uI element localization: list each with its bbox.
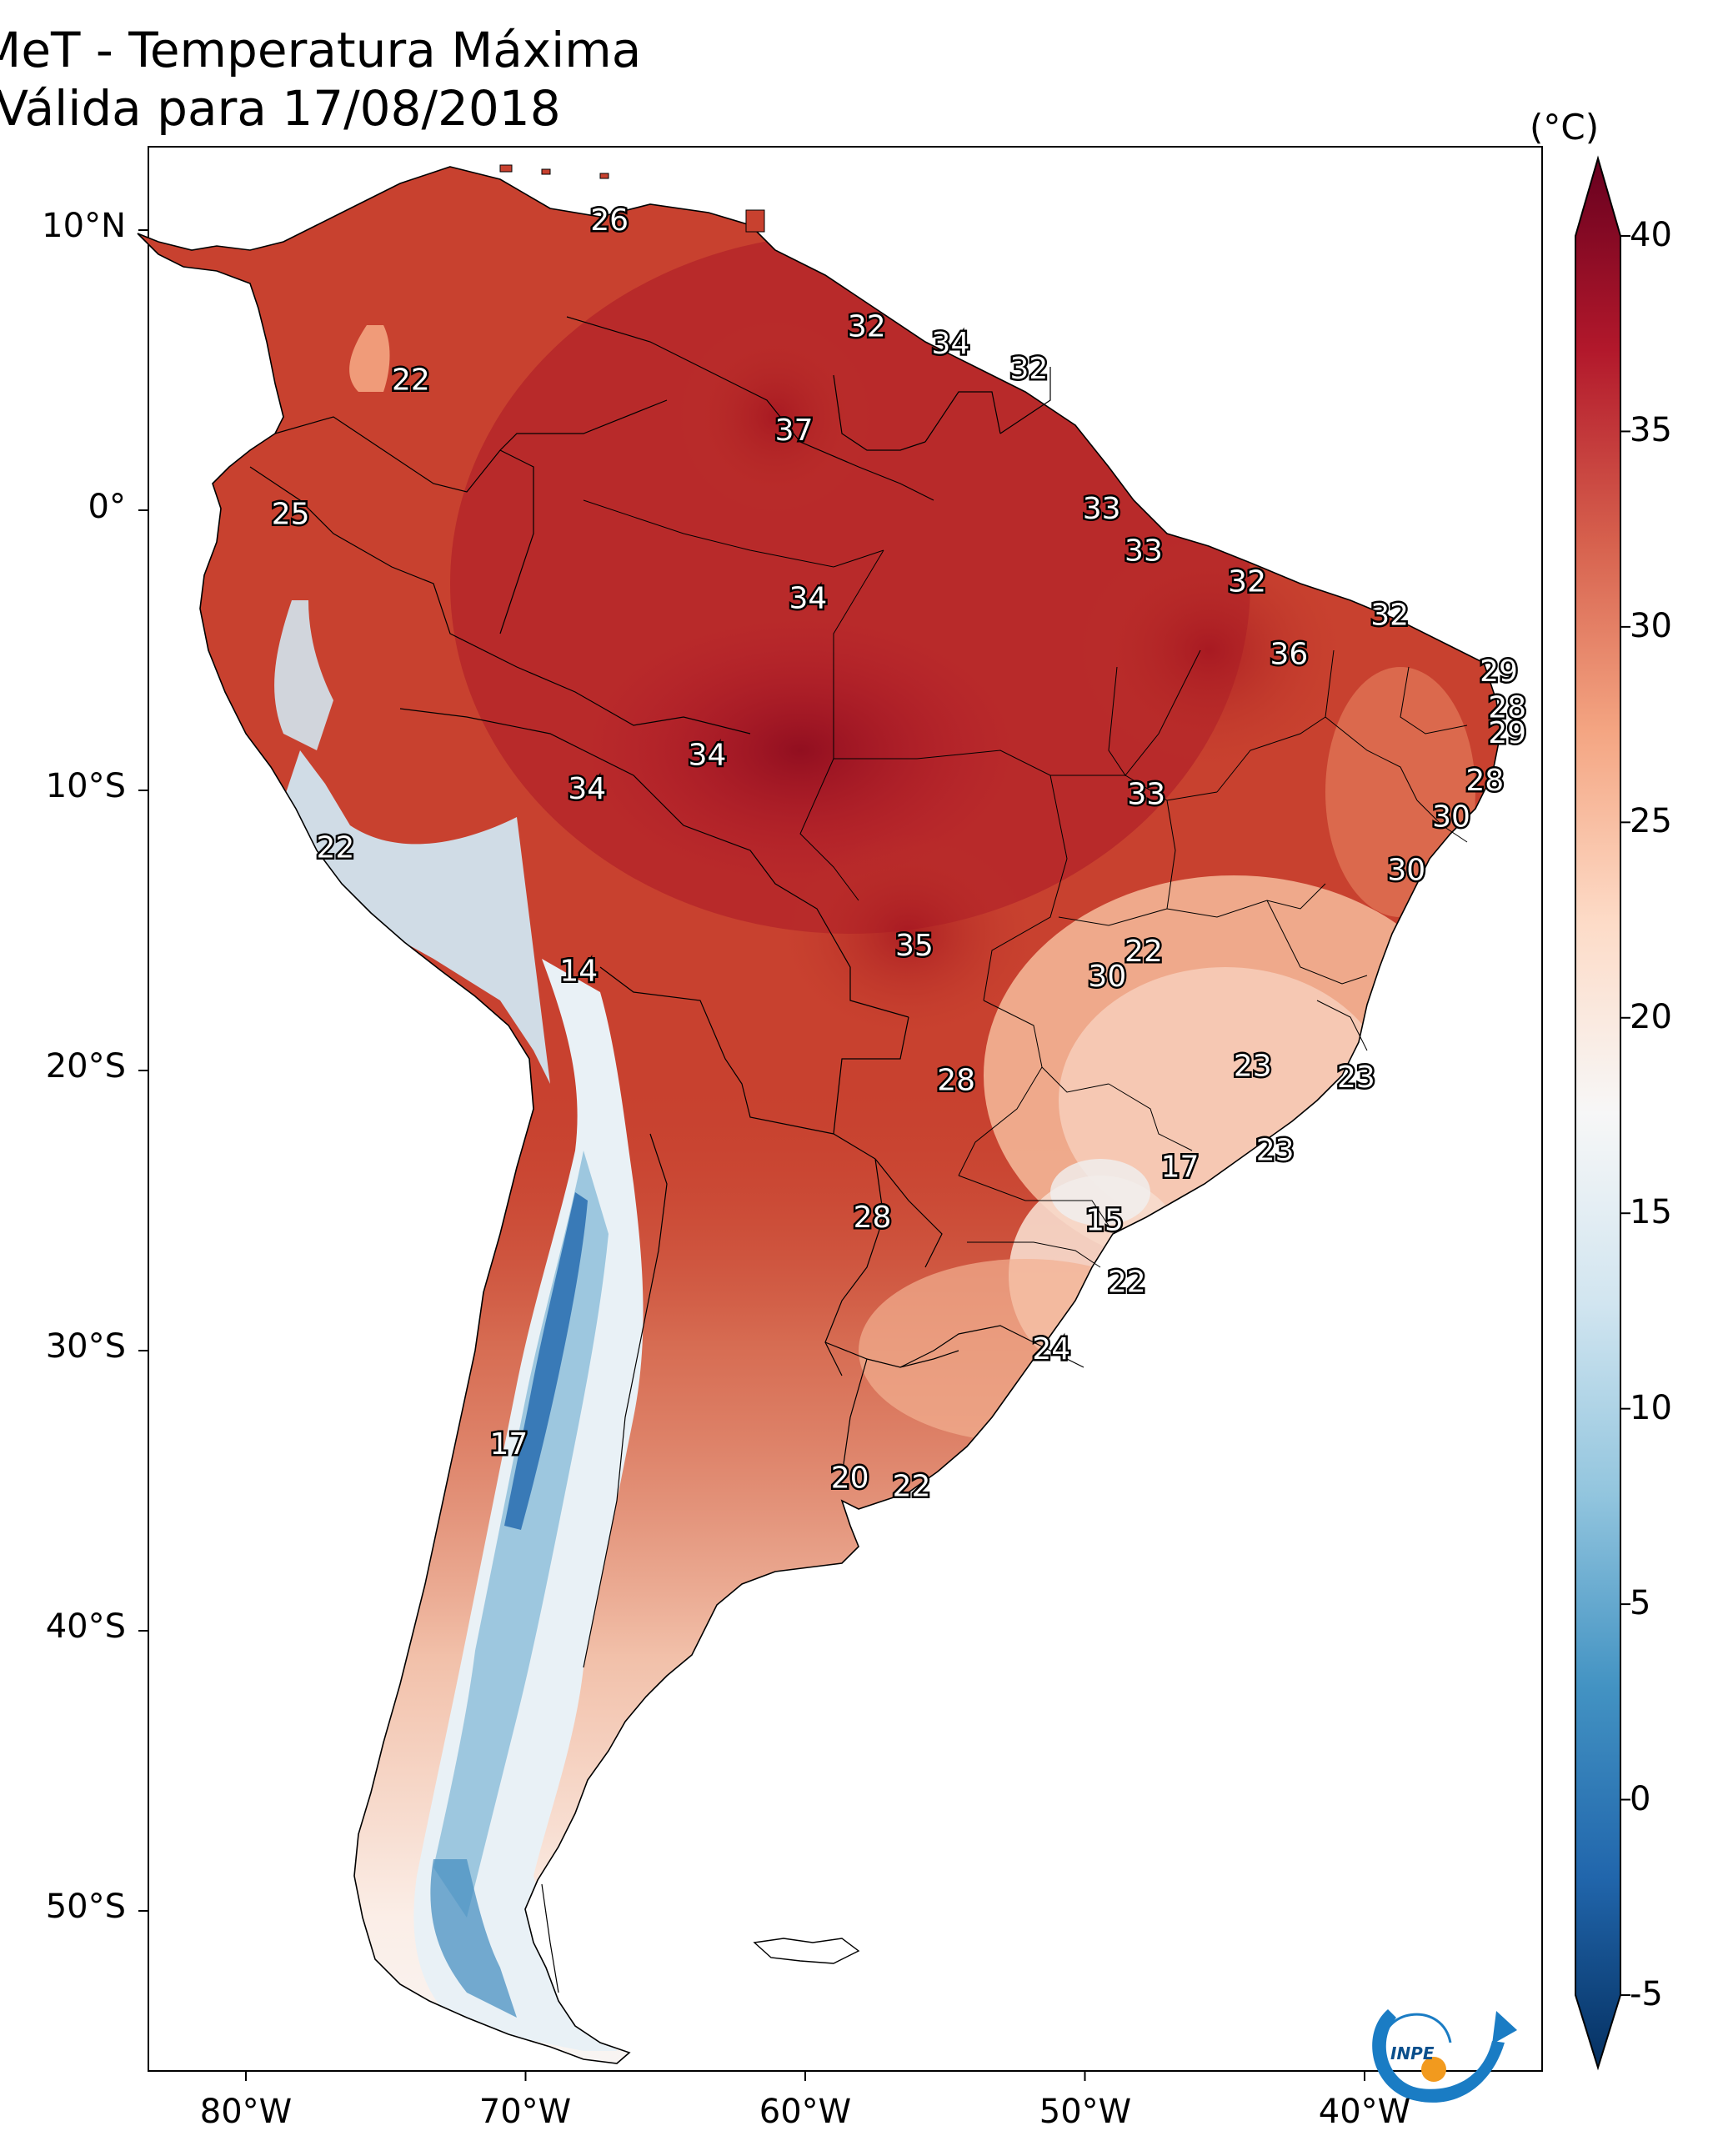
temperature-label: 28 <box>1488 691 1526 725</box>
logo-swoosh-icon <box>1372 2009 1505 2103</box>
colorbar-tick-label: 25 <box>1630 802 1672 841</box>
colorbar-tick-label: 5 <box>1630 1584 1651 1623</box>
temperature-label: 24 <box>1032 1332 1070 1366</box>
colorbar-bar <box>1575 155 1621 2071</box>
state-borders <box>583 499 1468 1268</box>
temperature-label: 22 <box>893 1470 931 1504</box>
caribbean-islands <box>499 164 765 233</box>
temperature-label: 30 <box>1088 960 1126 994</box>
map-title: SAMeT - Temperatura Máxima <box>0 22 642 78</box>
temperature-label: 14 <box>559 954 598 988</box>
temperature-label: 32 <box>1370 599 1409 633</box>
temperature-label: 26 <box>590 203 629 238</box>
logo-sun-icon <box>1421 2057 1446 2082</box>
y-tick-label: 10°N <box>42 207 126 245</box>
temperature-label: 30 <box>1387 853 1425 887</box>
temperature-label: 20 <box>831 1462 869 1496</box>
temperature-label: 23 <box>1256 1133 1295 1167</box>
temperature-label: 23 <box>1337 1060 1375 1095</box>
temperature-label: 28 <box>937 1063 975 1097</box>
temperature-label: 22 <box>392 363 430 397</box>
y-tick-label: 20°S <box>45 1047 126 1086</box>
y-tick-label: 30°S <box>45 1327 126 1366</box>
colorbar <box>1575 155 1630 2071</box>
temperature-label: 33 <box>1127 778 1165 812</box>
temperature-label: 34 <box>932 327 970 361</box>
colorbar-tick-label: 10 <box>1630 1388 1672 1427</box>
temperature-label: 34 <box>689 739 727 773</box>
temperature-label: 32 <box>1228 564 1266 599</box>
temperature-label: 22 <box>1124 935 1163 969</box>
x-tick-label: 40°W <box>1318 2093 1411 2131</box>
temperature-label: 32 <box>1009 352 1048 386</box>
temperature-label: 37 <box>775 414 814 448</box>
temperature-label: 34 <box>568 772 606 806</box>
temperature-label: 36 <box>1270 638 1309 672</box>
inpe-logo: INPE <box>1372 2009 1517 2103</box>
temperature-label: 28 <box>854 1201 892 1235</box>
y-tick-label: 10°S <box>45 767 126 805</box>
temperature-label: 23 <box>1234 1050 1272 1084</box>
country-borders <box>249 316 1084 1993</box>
axis-tick-marks <box>138 229 1365 2081</box>
x-tick-label: 70°W <box>478 2093 572 2131</box>
colorbar-tick-label: -5 <box>1630 1975 1663 2013</box>
colorbar-tick-label: 30 <box>1630 606 1672 645</box>
x-tick-label: 60°W <box>759 2093 852 2131</box>
x-tick-label: 80°W <box>199 2093 293 2131</box>
x-tick-label: 50°W <box>1039 2093 1132 2131</box>
temperature-label: 33 <box>1124 534 1163 568</box>
temperature-label: 29 <box>1480 654 1518 689</box>
colorbar-tick-label: 15 <box>1630 1193 1672 1232</box>
temperature-label: 35 <box>895 929 934 963</box>
logo-arrow-icon <box>1492 2011 1517 2044</box>
temperature-label: 29 <box>1488 716 1526 750</box>
logo-text: INPE <box>1390 2043 1435 2063</box>
temperature-label: 17 <box>1161 1151 1200 1185</box>
y-tick-label: 40°S <box>45 1607 126 1646</box>
colorbar-tick-label: 20 <box>1630 997 1672 1036</box>
falkland-islands <box>753 1938 860 1964</box>
y-tick-label: 0° <box>88 488 126 526</box>
temperature-label: 32 <box>848 310 886 344</box>
temperature-label: 17 <box>489 1427 528 1462</box>
colorbar-tick-label: 40 <box>1630 216 1672 254</box>
colorbar-tick-label: 0 <box>1630 1779 1651 1818</box>
temperature-label: 28 <box>1465 764 1504 798</box>
temperature-label: 25 <box>272 498 310 532</box>
colorbar-tick-marks <box>1620 235 1630 1996</box>
temperature-label: 22 <box>1108 1265 1146 1299</box>
colorbar-unit: (°C) <box>1530 107 1600 148</box>
temperature-label: 15 <box>1085 1203 1124 1237</box>
y-tick-label: 50°S <box>45 1888 126 1926</box>
colorbar-tick-label: 35 <box>1630 411 1672 450</box>
temperature-label: 22 <box>316 831 354 865</box>
temperature-label: 30 <box>1432 800 1470 835</box>
map-subtitle: Válida para 17/08/2018 <box>0 80 561 137</box>
temperature-label: 34 <box>789 582 827 616</box>
temperature-label: 33 <box>1083 492 1121 526</box>
